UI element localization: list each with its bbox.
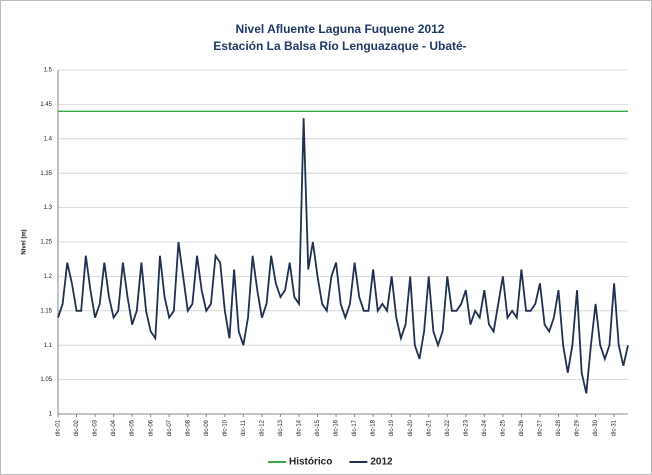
x-tick-label: dic-21 [426,419,432,436]
chart-subtitle: Estación La Balsa Río Lenguazaque - Ubat… [213,39,466,53]
chart-title: Nivel Afluente Laguna Fuquene 2012 [236,22,445,36]
x-tick-label: dic-16 [334,419,340,436]
legend-label: 2012 [370,457,393,468]
y-axis-label: Nivel (m) [22,229,28,254]
x-tick-label: dic-31 [612,419,618,436]
y-tick-label: 1.4 [44,136,53,142]
x-tick-label: dic-17 [352,419,358,436]
x-tick-label: dic-14 [297,419,303,436]
x-tick-label: dic-19 [389,419,395,436]
x-tick-label: dic-13 [278,419,284,436]
x-tick-label: dic-26 [519,419,525,436]
series-line [57,118,629,394]
x-tick-label: dic-12 [259,419,265,436]
legend-label: Histórico [289,457,332,468]
x-tick-label: dic-01 [56,419,62,436]
y-tick-label: 1.2 [44,274,53,280]
x-tick-label: dic-24 [482,419,488,436]
y-tick-label: 1.35 [40,171,52,177]
x-tick-label: dic-02 [74,419,80,436]
x-tick-label: dic-25 [500,419,506,436]
x-tick-label: dic-07 [167,419,173,436]
x-tick-label: dic-15 [315,419,321,436]
y-tick-label: 1.15 [40,308,52,314]
y-tick-label: 1.25 [40,240,52,246]
y-tick-label: 1.05 [40,377,52,383]
y-tick-label: 1.45 [40,102,52,108]
x-tick-label: dic-30 [593,419,599,436]
y-tick-label: 1 [49,412,53,418]
x-tick-label: dic-23 [463,419,469,436]
x-tick-label: dic-11 [241,419,247,436]
x-tick-label: dic-20 [408,419,414,436]
x-tick-label: dic-29 [575,419,581,436]
y-tick-label: 1.3 [44,205,53,211]
y-tick-label: 1.1 [44,343,53,349]
x-tick-label: dic-05 [130,419,136,436]
x-tick-label: dic-06 [148,419,154,436]
y-tick-label: 1.5 [44,68,53,74]
x-tick-label: dic-22 [445,419,451,436]
x-tick-label: dic-27 [538,419,544,436]
x-tick-label: dic-04 [111,419,117,436]
x-tick-label: dic-09 [204,419,210,436]
x-tick-label: dic-03 [93,419,99,436]
x-tick-label: dic-18 [371,419,377,436]
x-tick-label: dic-08 [185,419,191,436]
x-tick-label: dic-10 [222,419,228,436]
x-tick-label: dic-28 [556,419,562,436]
